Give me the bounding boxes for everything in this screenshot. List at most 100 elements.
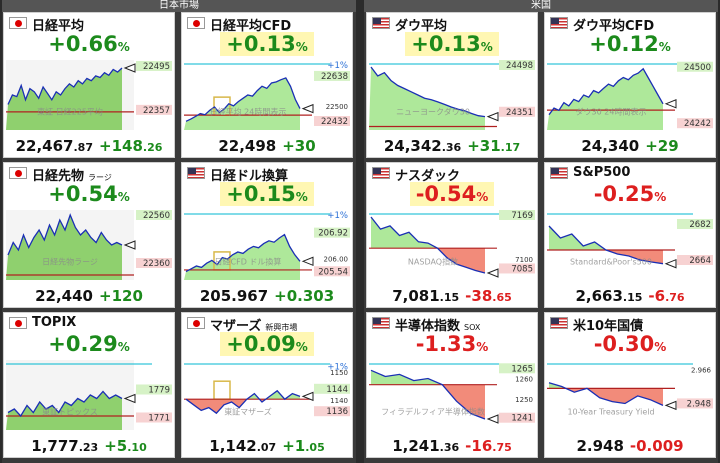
percent-change-box: +0.13% [220, 32, 314, 56]
axis-label: 205.54 [318, 267, 348, 277]
mini-chart: ダウ30 24時間表示 24500 24242 [547, 60, 713, 130]
index-name-text: 日経平均CFD [210, 19, 292, 34]
chart-watermark: 東証 日経225平均 [37, 107, 103, 117]
gain-area [186, 390, 300, 400]
axis-label: +1% [327, 61, 348, 71]
index-subtitle: SOX [464, 323, 481, 332]
current-price-marker [664, 400, 677, 411]
axis-label: 22560 [143, 211, 170, 221]
japan-region-title: 日本市場 [2, 0, 356, 12]
axis-label-bg [499, 263, 535, 274]
percent-change-box: -0.25% [588, 182, 673, 206]
axis-label-bg [314, 70, 350, 81]
price-change: +29 [645, 137, 678, 155]
price-value: 2,663 [575, 287, 623, 305]
price-area [547, 68, 663, 130]
axis-label-bg [499, 60, 535, 70]
chart-watermark: Standard&Poor's500 [570, 258, 652, 267]
chart-watermark: 日経CFD ドル換算 [215, 257, 282, 267]
mini-chart: 東証トピックス 1779 1771 [6, 360, 172, 430]
mini-chart: ニューヨークダウ30 24498 24351 [369, 60, 535, 130]
price-line [370, 369, 486, 420]
price-change: +148.26 [99, 137, 162, 155]
price-value: 2.948 [576, 437, 624, 455]
percent-unit: % [117, 340, 130, 354]
index-name-text: 米10年国債 [573, 319, 644, 334]
change-value: -16 [465, 437, 493, 455]
percent-change-box: -0.30% [588, 332, 673, 356]
price-decimal: .07 [256, 441, 277, 454]
axis-label-bg [314, 383, 350, 394]
price-area [6, 68, 122, 130]
current-price-marker [123, 63, 136, 73]
change-decimal: .05 [305, 441, 325, 454]
tile-nasdaq[interactable]: ナスダック -0.54% NASDAQ指数 7169 7100 7085 7,081.15-… [366, 162, 538, 308]
axis-label-bg [499, 106, 535, 117]
price-value: 22,467 [15, 137, 74, 155]
percent-change: +0.13% [182, 31, 352, 60]
tile-us10y[interactable]: 米10年国債 -0.30% 10-Year Treasury Yield 2.966 2… [544, 312, 716, 458]
tile-nikkei-dollar[interactable]: 日経ドル換算 +0.15% 日経CFD ドル換算 +1% 206.92 206.00 205… [181, 162, 353, 308]
change-value: +148 [99, 137, 143, 155]
japan-flag-icon [187, 317, 205, 329]
price-row: 24,342.36 +31.17 [367, 137, 537, 155]
axis-label: 24498 [506, 61, 533, 71]
gain-area [371, 370, 485, 385]
change-decimal: .75 [492, 441, 512, 454]
tile-nikkei-cfd[interactable]: 日経平均CFD +0.13% 日経平均 24時間表示 +1% 22638 22500 224… [181, 12, 353, 158]
price-value: 7,081 [392, 287, 440, 305]
tile-dow[interactable]: ダウ平均 +0.13% ニューヨークダウ30 24498 24351 24,342.36 +… [366, 12, 538, 158]
percent-value: -0.30 [593, 332, 655, 356]
percent-unit: % [654, 340, 667, 354]
price-change: +1.05 [282, 437, 325, 455]
japan-flag-icon [9, 167, 27, 179]
axis-label: 1241 [511, 414, 533, 424]
mini-chart: 日経CFD ドル換算 +1% 206.92 206.00 205.54 [184, 210, 350, 280]
price-line [548, 382, 664, 406]
chart-watermark: ダウ30 24時間表示 [576, 107, 647, 117]
index-name: マザーズ 新興市場 [210, 315, 297, 334]
price-line [548, 225, 664, 265]
index-name: TOPIX [32, 315, 76, 330]
percent-change: -0.30% [545, 331, 715, 360]
us-flag-icon [372, 317, 390, 329]
percent-value: +0.12 [589, 32, 659, 56]
axis-label: 1150 [330, 369, 348, 377]
change-value: +31 [467, 137, 501, 155]
change-decimal: .10 [127, 441, 147, 454]
axis-label-bg [136, 258, 172, 268]
axis-label: 1140 [330, 397, 348, 405]
axis-label: +1% [327, 211, 348, 221]
price-row: 22,498 +30 [182, 137, 352, 155]
axis-label: 2664 [689, 256, 711, 266]
tile-mothers[interactable]: マザーズ 新興市場 +0.09% 東証マザーズ +1% 1150 1144 1140 1136 1… [181, 312, 353, 458]
index-name: 日経平均CFD [210, 15, 291, 34]
change-value: +5 [104, 437, 128, 455]
price-area [184, 77, 300, 130]
index-name-text: ダウ平均 [395, 19, 448, 34]
price-row: 7,081.15 -38.65 [367, 287, 537, 305]
axis-label: 1771 [148, 414, 170, 424]
tile-topix[interactable]: TOPIX +0.29% 東証トピックス 1779 1771 1,777.23 +5.10 [3, 312, 175, 458]
axis-label-bg [136, 384, 172, 395]
tile-sox[interactable]: 半導体指数 SOX -1.33% フィラデルフィア半導体指数 1265 1260 1250 1… [366, 312, 538, 458]
axis-label: 2.948 [687, 399, 711, 409]
change-decimal: .26 [142, 141, 163, 154]
axis-label: +1% [327, 362, 348, 372]
axis-label: 1250 [515, 396, 533, 404]
percent-unit: % [295, 340, 308, 354]
mini-chart: 10-Year Treasury Yield 2.966 2.948 [547, 360, 713, 430]
price-area [6, 391, 122, 430]
price-line [370, 216, 486, 274]
tile-nikkei-futures[interactable]: 日経先物 ラージ +0.54% 日経先物ラージ 22560 22360 22,440 +120 [3, 162, 175, 308]
tile-dow-cfd[interactable]: ダウ平均CFD +0.12% ダウ30 24時間表示 24500 24242 24,340… [544, 12, 716, 158]
tile-sp500[interactable]: S&P500 -0.25% Standard&Poor's500 2682 2664 2,… [544, 162, 716, 308]
index-name-text: TOPIX [32, 315, 77, 330]
tile-nikkei[interactable]: 日経平均 +0.66% 東証 日経225平均 22495 22357 22,467.87 +… [3, 12, 175, 158]
axis-label: 2682 [689, 220, 711, 230]
change-value: -38 [465, 287, 493, 305]
percent-change: -1.33% [367, 331, 537, 360]
percent-change-box: +0.66% [42, 32, 135, 56]
axis-label-bg [136, 104, 172, 115]
